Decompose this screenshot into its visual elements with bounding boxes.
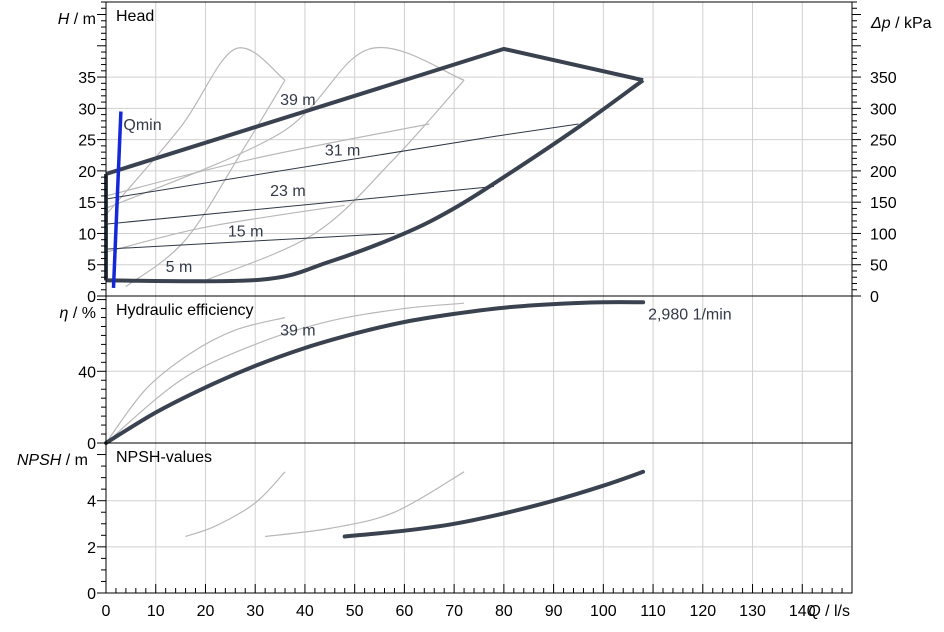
background-curve <box>106 316 286 443</box>
annotation: 39 m <box>280 322 316 339</box>
qmin-line <box>111 111 123 288</box>
x-tick-label: 40 <box>296 603 314 620</box>
x-tick-label: 50 <box>346 603 364 620</box>
y-axis-label: η / % <box>60 305 96 322</box>
annotation: 39 m <box>280 92 316 109</box>
right-tick-label: 300 <box>870 101 897 118</box>
background-curve <box>185 471 286 538</box>
main-curve <box>104 300 646 445</box>
right-tick-label: 0 <box>870 289 879 306</box>
x-tick-label: 10 <box>147 603 165 620</box>
frame-layer <box>97 1 861 594</box>
panel-frame <box>105 1 853 297</box>
background-curve <box>106 46 465 209</box>
x-tick-label: 70 <box>445 603 463 620</box>
right-axis-label: Δp / kPa <box>870 15 932 32</box>
x-tick-label: 30 <box>246 603 264 620</box>
y-tick-label: 5 <box>87 258 96 275</box>
panel-title: NPSH-values <box>116 449 212 466</box>
right-tick-label: 350 <box>870 70 897 87</box>
y-tick-label: 0 <box>87 289 96 306</box>
background-curve <box>106 302 465 443</box>
annotation: 23 m <box>270 183 306 200</box>
right-tick-label: 250 <box>870 133 897 150</box>
annotation: 15 m <box>228 224 264 241</box>
x-tick-label: 130 <box>739 603 766 620</box>
background-curves-layer <box>106 46 465 538</box>
y-tick-label: 10 <box>78 226 96 243</box>
y-tick-label: 30 <box>78 101 96 118</box>
y-tick-label: 0 <box>87 436 96 453</box>
right-tick-label: 150 <box>870 195 897 212</box>
x-tick-label: 140 <box>789 603 816 620</box>
y-tick-label: 4 <box>87 494 96 511</box>
y-tick-label: 25 <box>78 133 96 150</box>
y-tick-label: 20 <box>78 164 96 181</box>
iso-head-line <box>106 232 395 250</box>
right-tick-label: 200 <box>870 164 897 181</box>
panel-frame <box>105 442 853 594</box>
background-curve <box>125 79 286 288</box>
background-curve <box>265 471 465 538</box>
iso-head-line <box>106 123 579 200</box>
background-curve <box>106 123 430 197</box>
x-tick-label: 60 <box>396 603 414 620</box>
y-axis-label: NPSH / m <box>17 452 88 469</box>
x-tick-label: 80 <box>495 603 513 620</box>
panel-title: Hydraulic efficiency <box>116 302 254 319</box>
background-curve <box>106 47 286 216</box>
x-tick-label: 110 <box>640 603 666 620</box>
panel-title: Head <box>116 8 154 25</box>
x-tick-label: 0 <box>102 603 111 620</box>
y-axis-label: H / m <box>58 11 96 28</box>
y-tick-label: 35 <box>78 70 96 87</box>
annotation: Qmin <box>123 117 161 134</box>
background-curve <box>205 79 465 281</box>
annotation: 5 m <box>166 259 193 276</box>
grid-layer <box>106 2 853 593</box>
y-tick-label: 0 <box>87 586 96 603</box>
annotation: 31 m <box>325 142 361 159</box>
right-tick-label: 100 <box>870 226 897 243</box>
annotation: 2,980 1/min <box>648 306 732 323</box>
main-curve <box>342 469 646 539</box>
background-curve <box>106 204 345 253</box>
operating-field-lower <box>105 78 645 284</box>
x-tick-label: 20 <box>197 603 215 620</box>
right-tick-label: 50 <box>870 258 888 275</box>
iso-head-line <box>106 186 494 225</box>
x-tick-label: 120 <box>689 603 716 620</box>
y-tick-label: 40 <box>78 364 96 381</box>
x-tick-label: 90 <box>545 603 563 620</box>
x-axis-label: Q / l/s <box>808 603 850 620</box>
x-tick-label: 100 <box>590 603 617 620</box>
operating-field-upper <box>105 46 644 176</box>
y-tick-label: 15 <box>78 195 96 212</box>
y-tick-label: 2 <box>87 540 96 557</box>
